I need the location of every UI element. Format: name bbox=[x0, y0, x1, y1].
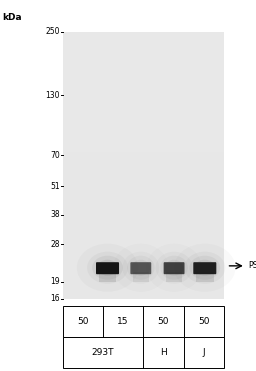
Bar bbox=[63, 219, 224, 232]
Text: 130: 130 bbox=[46, 91, 60, 99]
Text: 51: 51 bbox=[50, 181, 60, 190]
Text: 19: 19 bbox=[50, 278, 60, 286]
Bar bbox=[99, 272, 116, 282]
Text: 250: 250 bbox=[46, 27, 60, 36]
Bar bbox=[63, 232, 224, 245]
Bar bbox=[63, 272, 224, 285]
Text: 50: 50 bbox=[77, 317, 89, 326]
FancyBboxPatch shape bbox=[164, 262, 185, 274]
Text: 38: 38 bbox=[50, 210, 60, 219]
Bar bbox=[166, 272, 182, 282]
Ellipse shape bbox=[97, 260, 118, 276]
Ellipse shape bbox=[92, 256, 123, 280]
Bar bbox=[63, 138, 224, 152]
Bar bbox=[63, 192, 224, 205]
Ellipse shape bbox=[195, 260, 215, 276]
Bar bbox=[63, 98, 224, 112]
Bar bbox=[63, 45, 224, 58]
Bar bbox=[63, 165, 224, 178]
Bar bbox=[63, 245, 224, 259]
Text: PSMB5: PSMB5 bbox=[248, 261, 256, 270]
FancyBboxPatch shape bbox=[96, 262, 119, 274]
Bar bbox=[63, 337, 224, 368]
Ellipse shape bbox=[132, 260, 150, 276]
FancyBboxPatch shape bbox=[193, 262, 216, 274]
Bar bbox=[63, 58, 224, 72]
Bar bbox=[63, 205, 224, 219]
Ellipse shape bbox=[165, 260, 183, 276]
Text: 28: 28 bbox=[51, 240, 60, 249]
Text: 70: 70 bbox=[50, 151, 60, 160]
Bar bbox=[63, 285, 224, 299]
Bar bbox=[63, 259, 224, 272]
FancyBboxPatch shape bbox=[130, 262, 151, 274]
Bar bbox=[63, 72, 224, 85]
Bar bbox=[63, 32, 224, 45]
Bar bbox=[63, 152, 224, 165]
Ellipse shape bbox=[189, 256, 220, 280]
Bar bbox=[196, 272, 214, 282]
Text: 15: 15 bbox=[118, 317, 129, 326]
Bar bbox=[133, 272, 149, 282]
Bar bbox=[63, 178, 224, 192]
Text: 50: 50 bbox=[198, 317, 210, 326]
Bar bbox=[63, 32, 224, 299]
Text: 50: 50 bbox=[158, 317, 169, 326]
Text: 16: 16 bbox=[50, 294, 60, 303]
Bar bbox=[63, 125, 224, 138]
Bar bbox=[63, 112, 224, 125]
Text: H: H bbox=[160, 348, 167, 357]
Bar bbox=[63, 85, 224, 98]
Text: 293T: 293T bbox=[92, 348, 114, 357]
Bar bbox=[63, 306, 224, 337]
Text: kDa: kDa bbox=[3, 13, 22, 22]
Text: J: J bbox=[202, 348, 205, 357]
